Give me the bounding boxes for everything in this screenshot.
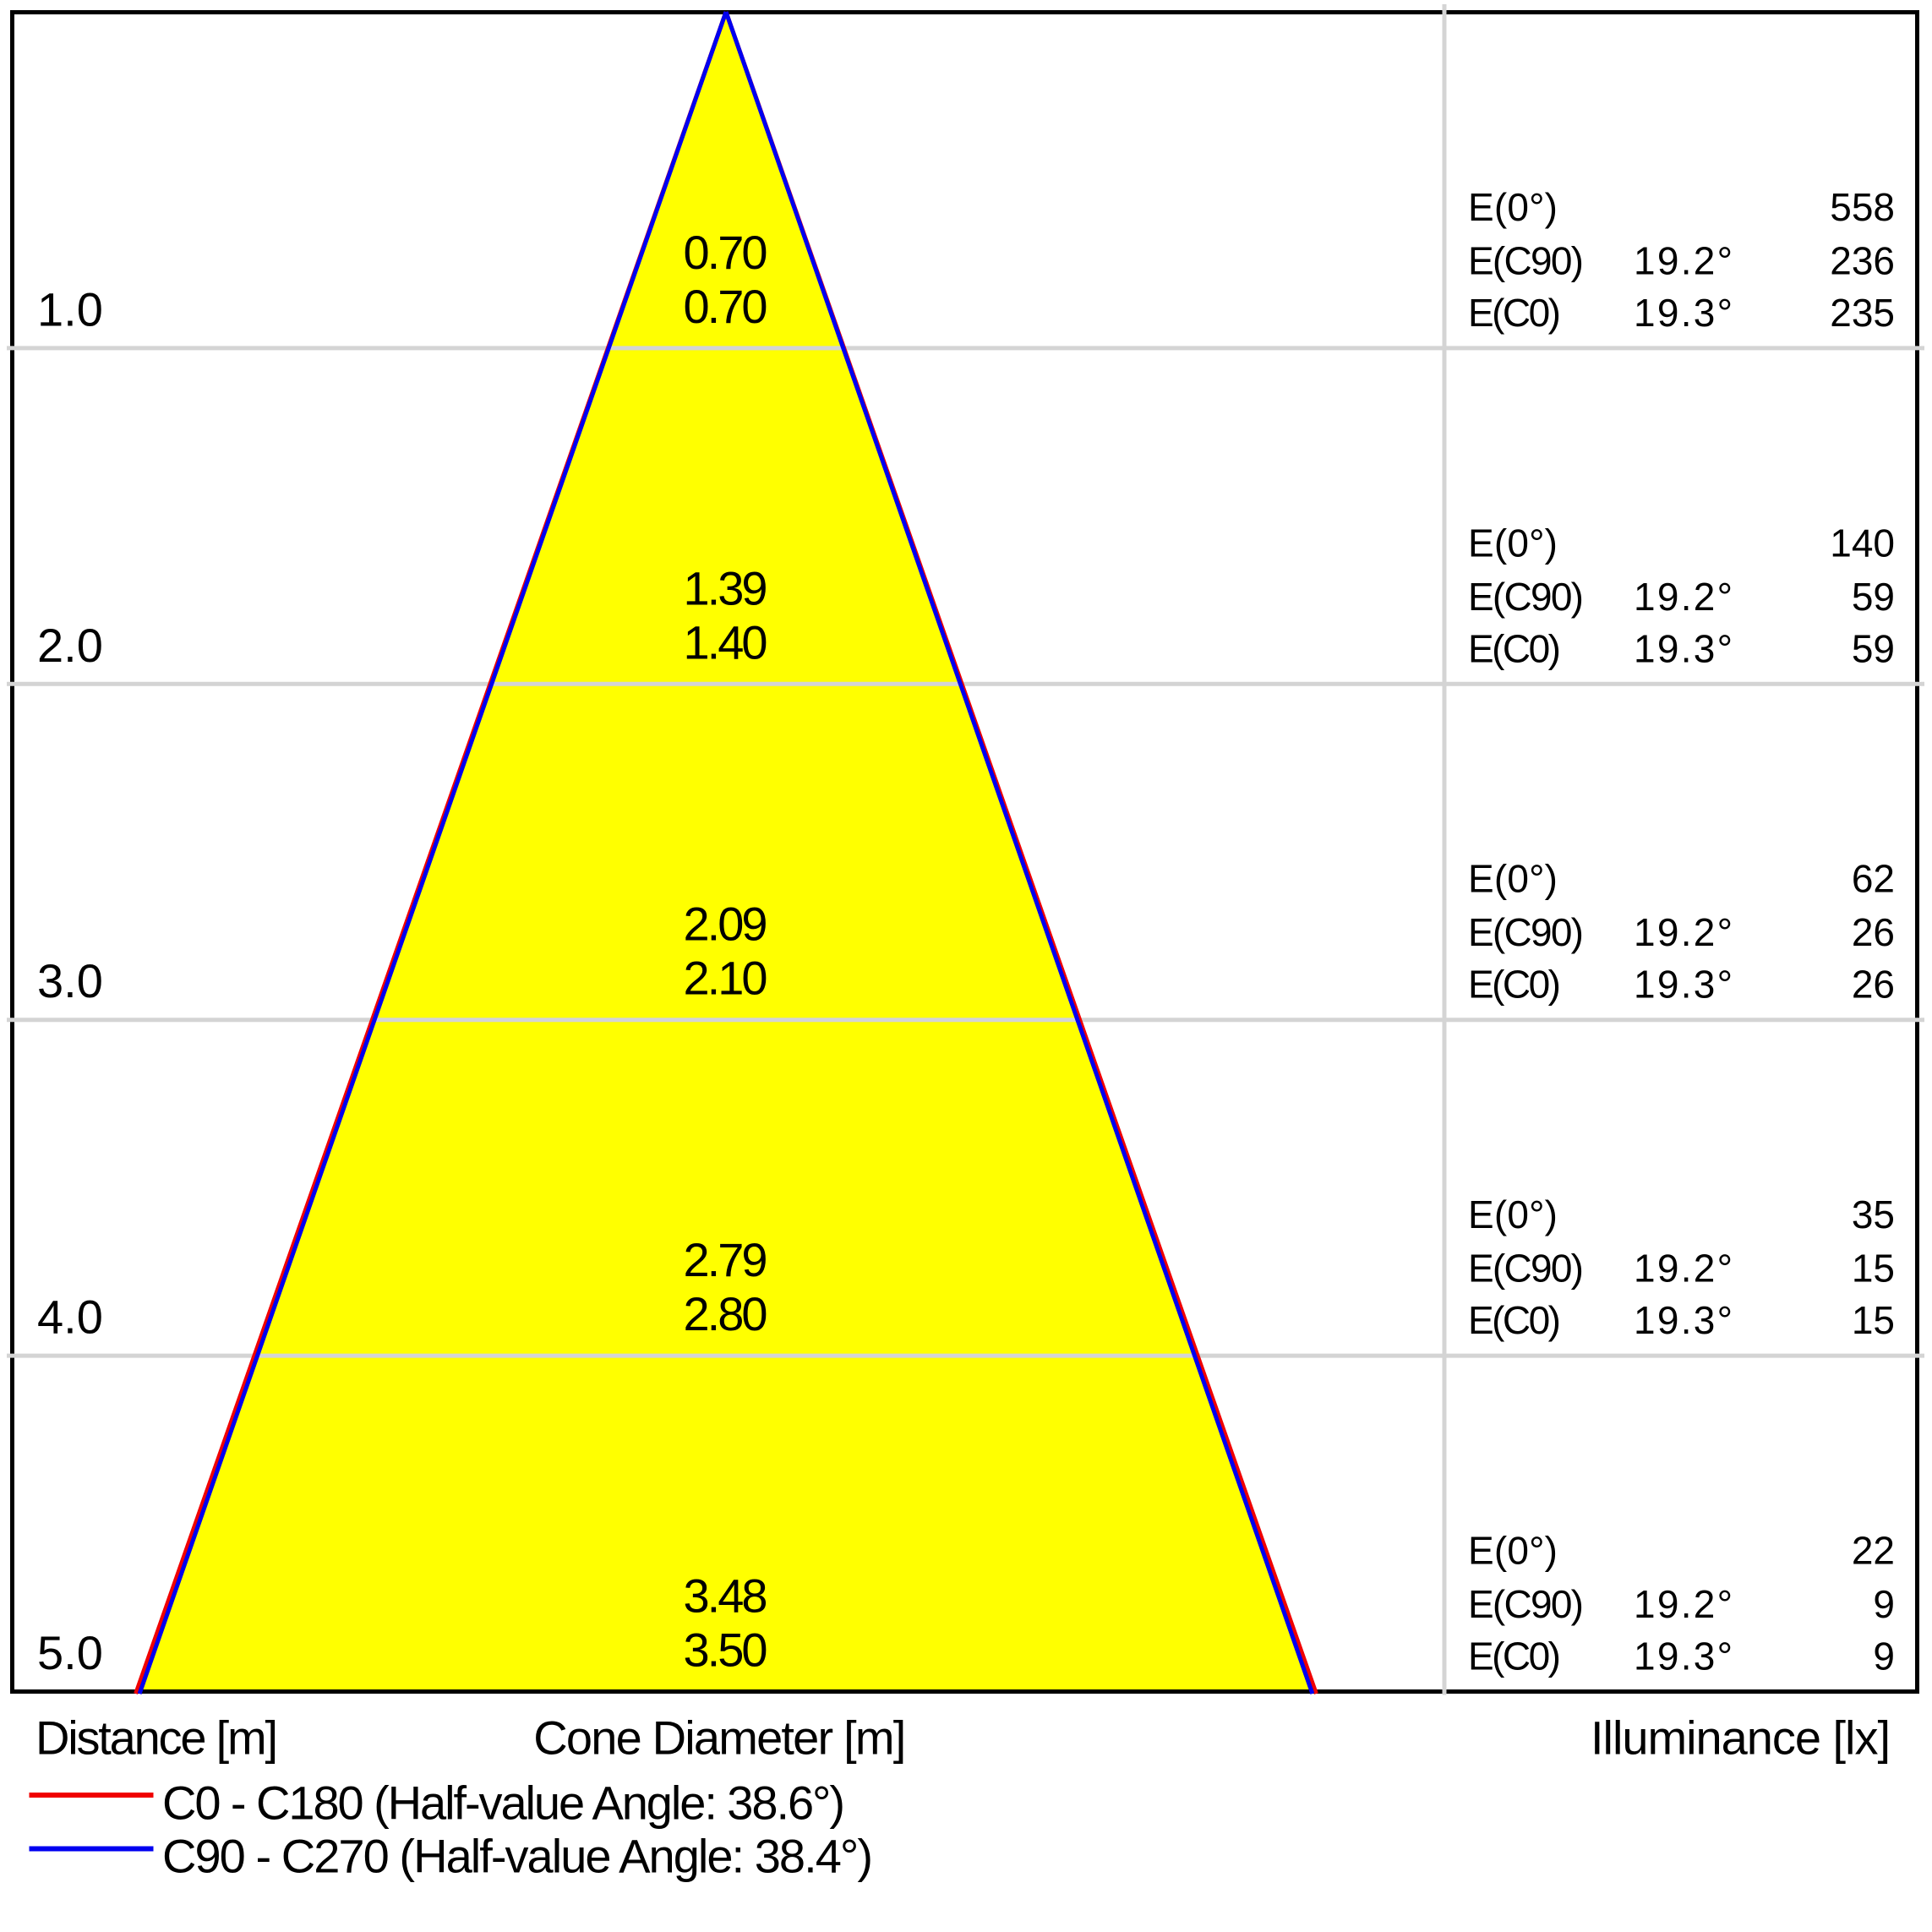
svg-text:4.0: 4.0	[37, 1291, 103, 1344]
svg-text:Cone Diameter [m]: Cone Diameter [m]	[533, 1711, 906, 1764]
svg-text:E(C90): E(C90)	[1468, 238, 1584, 282]
svg-text:235: 235	[1830, 291, 1895, 335]
svg-text:E(0°): E(0°)	[1468, 1529, 1558, 1573]
svg-text:E(C90): E(C90)	[1468, 910, 1584, 954]
svg-text:558: 558	[1830, 185, 1895, 229]
svg-text:1.0: 1.0	[37, 282, 103, 336]
svg-text:0.70: 0.70	[684, 226, 768, 279]
svg-text:2.0: 2.0	[37, 619, 103, 672]
svg-text:62: 62	[1852, 857, 1895, 901]
svg-text:15: 15	[1852, 1298, 1895, 1342]
svg-text:E(C0): E(C0)	[1468, 626, 1561, 670]
svg-text:19.3°: 19.3°	[1634, 291, 1733, 335]
svg-text:2.10: 2.10	[684, 952, 768, 1005]
svg-text:C0 - C180 (Half-value Angle: 3: C0 - C180 (Half-value Angle: 38.6°)	[162, 1776, 845, 1830]
svg-text:1.40: 1.40	[684, 615, 768, 669]
svg-text:E(0°): E(0°)	[1468, 185, 1558, 229]
svg-text:19.3°: 19.3°	[1634, 963, 1733, 1007]
svg-text:Distance [m]: Distance [m]	[35, 1711, 278, 1764]
svg-text:E(C0): E(C0)	[1468, 291, 1561, 335]
svg-text:0.70: 0.70	[684, 280, 768, 333]
svg-text:E(0°): E(0°)	[1468, 857, 1558, 901]
svg-text:3.50: 3.50	[684, 1624, 768, 1677]
svg-text:3.0: 3.0	[37, 954, 103, 1007]
svg-text:E(C0): E(C0)	[1468, 1635, 1561, 1678]
svg-text:9: 9	[1873, 1582, 1895, 1626]
svg-text:5.0: 5.0	[37, 1626, 103, 1679]
svg-text:2.80: 2.80	[684, 1287, 768, 1340]
svg-text:E(C90): E(C90)	[1468, 575, 1584, 619]
svg-text:15: 15	[1852, 1247, 1895, 1291]
svg-text:E(C90): E(C90)	[1468, 1582, 1584, 1626]
svg-text:26: 26	[1852, 963, 1895, 1007]
svg-text:19.3°: 19.3°	[1634, 1298, 1733, 1342]
svg-text:C90 - C270 (Half-value Angle:: C90 - C270 (Half-value Angle: 38.4°)	[162, 1830, 873, 1883]
svg-text:E(0°): E(0°)	[1468, 1192, 1558, 1236]
svg-text:19.2°: 19.2°	[1634, 1582, 1733, 1626]
svg-text:Illuminance [lx]: Illuminance [lx]	[1591, 1711, 1891, 1764]
svg-text:9: 9	[1873, 1635, 1895, 1678]
svg-text:59: 59	[1852, 575, 1895, 619]
svg-text:2.79: 2.79	[684, 1233, 768, 1286]
svg-text:E(C0): E(C0)	[1468, 1298, 1561, 1342]
svg-text:19.2°: 19.2°	[1634, 575, 1733, 619]
svg-text:19.2°: 19.2°	[1634, 1247, 1733, 1291]
svg-text:140: 140	[1830, 521, 1895, 565]
svg-text:E(0°): E(0°)	[1468, 521, 1558, 565]
svg-text:19.3°: 19.3°	[1634, 1635, 1733, 1678]
svg-text:19.3°: 19.3°	[1634, 626, 1733, 670]
svg-text:2.09: 2.09	[684, 898, 768, 951]
svg-text:1.39: 1.39	[684, 561, 768, 614]
svg-text:19.2°: 19.2°	[1634, 910, 1733, 954]
svg-text:E(C0): E(C0)	[1468, 963, 1561, 1007]
svg-text:3.48: 3.48	[684, 1569, 768, 1623]
svg-text:35: 35	[1852, 1192, 1895, 1236]
svg-text:59: 59	[1852, 626, 1895, 670]
svg-text:19.2°: 19.2°	[1634, 238, 1733, 282]
svg-text:22: 22	[1852, 1529, 1895, 1573]
svg-text:236: 236	[1830, 238, 1895, 282]
svg-text:E(C90): E(C90)	[1468, 1247, 1584, 1291]
svg-text:26: 26	[1852, 910, 1895, 954]
